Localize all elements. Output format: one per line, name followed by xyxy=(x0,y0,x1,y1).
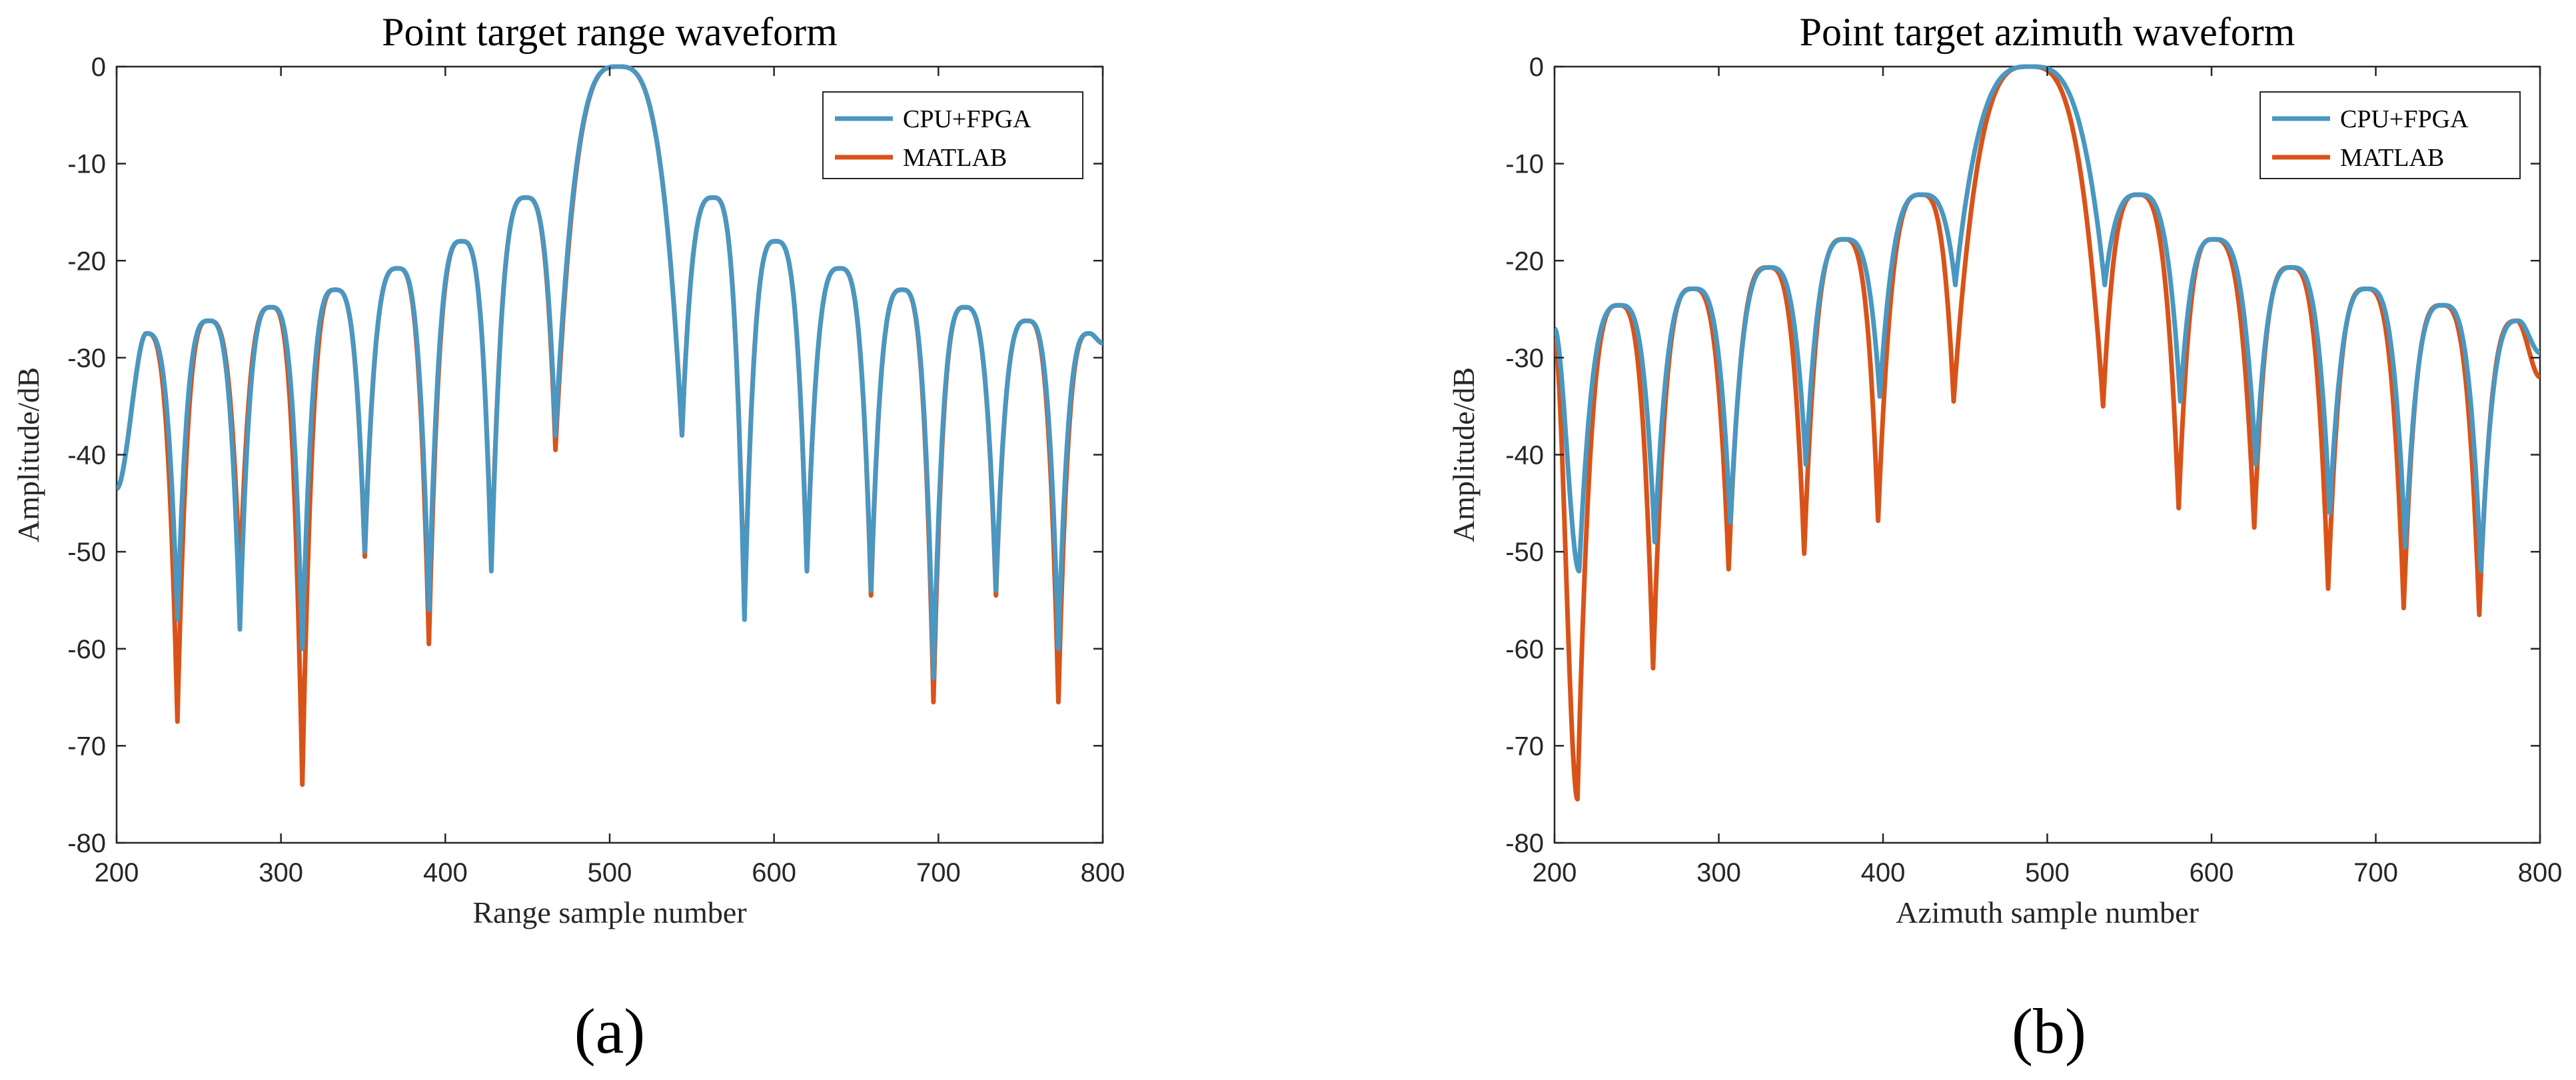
y-tick-label: -50 xyxy=(1505,538,1544,567)
x-tick-label: 400 xyxy=(423,858,468,887)
x-tick-label: 800 xyxy=(1081,858,1125,887)
x-tick-label: 500 xyxy=(2025,858,2070,887)
chart-title: Point target range waveform xyxy=(382,10,838,54)
panel-caption: (b) xyxy=(2012,995,2086,1067)
legend: CPU+FPGA MATLAB xyxy=(2259,91,2521,179)
x-tick-label: 700 xyxy=(2353,858,2398,887)
legend-box xyxy=(2259,91,2521,179)
plot-area xyxy=(1553,65,2541,844)
y-tick-label: -30 xyxy=(67,344,106,373)
y-axis-label: Amplitude/dB xyxy=(1447,367,1481,542)
legend-label: CPU+FPGA xyxy=(903,105,1031,133)
y-tick-label: -10 xyxy=(67,150,106,179)
y-tick-label: -20 xyxy=(1505,247,1544,276)
y-tick-label: -50 xyxy=(67,538,106,567)
y-tick-label: -70 xyxy=(67,732,106,761)
y-tick-label: -60 xyxy=(67,635,106,664)
x-tick-label: 700 xyxy=(916,858,961,887)
panel-caption: (a) xyxy=(574,995,646,1067)
y-tick-label: -80 xyxy=(1505,829,1544,858)
legend-label: MATLAB xyxy=(2340,144,2444,172)
legend-label: MATLAB xyxy=(903,144,1007,172)
y-tick-label: -40 xyxy=(67,441,106,470)
x-tick-label: 200 xyxy=(95,858,139,887)
x-tick-label: 600 xyxy=(2190,858,2234,887)
y-tick-label: 0 xyxy=(1529,53,1544,82)
x-tick-label: 300 xyxy=(259,858,303,887)
y-tick-label: -10 xyxy=(1505,150,1544,179)
x-tick-label: 300 xyxy=(1696,858,1741,887)
x-axis-label: Azimuth sample number xyxy=(1896,895,2199,929)
x-axis-label: Range sample number xyxy=(472,895,746,929)
y-axis-label: Amplitude/dB xyxy=(11,367,45,542)
plot-area xyxy=(115,65,1104,844)
y-tick-label: -80 xyxy=(67,829,106,858)
x-tick-label: 800 xyxy=(2518,858,2563,887)
y-tick-label: -20 xyxy=(67,247,106,276)
legend: CPU+FPGA MATLAB xyxy=(822,91,1083,179)
y-tick-label: 0 xyxy=(91,53,106,82)
x-tick-label: 500 xyxy=(588,858,632,887)
y-tick-label: -70 xyxy=(1505,732,1544,761)
chart-panel-b: 200 300 400 500 600 700 800 0 -10 -20 -30 -40 -50 -60… xyxy=(1447,10,2562,1067)
y-tick-label: -30 xyxy=(1505,344,1544,373)
legend-box xyxy=(822,91,1083,179)
legend-label: CPU+FPGA xyxy=(2340,105,2469,133)
series-line-cpu-fpga xyxy=(1555,64,2540,574)
x-tick-label: 200 xyxy=(1533,858,1577,887)
chart-title: Point target azimuth waveform xyxy=(1800,10,2295,54)
y-tick-label: -40 xyxy=(1505,441,1544,470)
y-tick-label: -60 xyxy=(1505,635,1544,664)
x-tick-label: 400 xyxy=(1861,858,1906,887)
series-line-cpu-fpga xyxy=(117,64,1103,680)
chart-panel-a: 200 300 400 500 600 700 800 0 -10 -20 -30 -40 -50 -60… xyxy=(11,10,1125,1067)
x-tick-label: 600 xyxy=(752,858,796,887)
